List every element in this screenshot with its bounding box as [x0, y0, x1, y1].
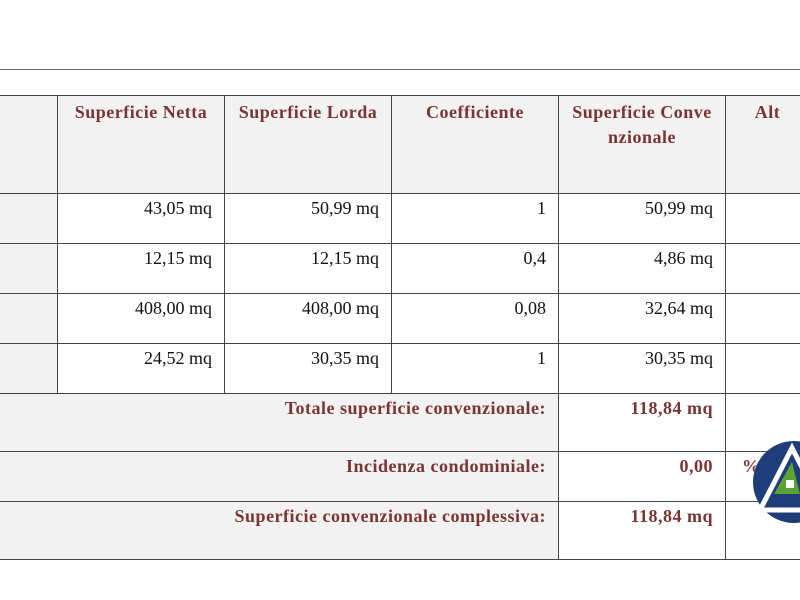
total-row: Incidenza condominiale: 0,00% — [0, 451, 800, 502]
total-row: Superficie convenzionale complessiva: 118… — [0, 501, 800, 560]
logo — [753, 441, 800, 523]
header-row: Superficie Netta Superficie Lorda Coeffici… — [0, 95, 800, 194]
data-cell: 1 — [391, 193, 559, 244]
logo-window — [786, 480, 794, 488]
data-cell — [725, 293, 800, 344]
data-cell: 0,08 — [391, 293, 559, 344]
data-row: 43,05 mq 50,99 mq 1 50,99 mq — [0, 193, 800, 244]
data-cell: 12,15 mq — [224, 243, 392, 294]
total-value: 118,84 mq — [558, 393, 726, 452]
data-row: 408,00 mq 408,00 mq 0,08 32,64 mq — [0, 293, 800, 344]
surface-table: Superficie Netta Superficie Lorda Coeffici… — [0, 95, 800, 560]
row-label-cell — [0, 193, 58, 244]
header-cell: Superficie Lorda — [224, 95, 392, 194]
data-cell: 32,64 mq — [558, 293, 726, 344]
total-label: Incidenza condominiale: — [0, 451, 559, 502]
total-value: 0,00 — [558, 451, 726, 502]
data-cell: 30,35 mq — [558, 343, 726, 394]
data-cell — [725, 343, 800, 394]
separator-rule — [0, 69, 800, 70]
data-cell: 408,00 mq — [224, 293, 392, 344]
row-label-cell — [0, 293, 58, 344]
data-cell — [725, 243, 800, 294]
header-cell: Superficie Convenzionale — [558, 95, 726, 194]
total-value: 118,84 mq — [558, 501, 726, 560]
header-cell — [0, 95, 58, 194]
total-row: Totale superficie convenzionale: 118,84 m… — [0, 393, 800, 452]
row-label-cell — [0, 343, 58, 394]
data-cell: 408,00 mq — [57, 293, 225, 344]
data-cell: 50,99 mq — [558, 193, 726, 244]
data-cell — [725, 193, 800, 244]
data-cell: 12,15 mq — [57, 243, 225, 294]
header-cell: Coefficiente — [391, 95, 559, 194]
header-cell: Superficie Netta — [57, 95, 225, 194]
header-cell: Alt — [725, 95, 800, 194]
data-cell: 43,05 mq — [57, 193, 225, 244]
data-cell: 50,99 mq — [224, 193, 392, 244]
data-cell: 24,52 mq — [57, 343, 225, 394]
total-label: Superficie convenzionale complessiva: — [0, 501, 559, 560]
data-row: 24,52 mq 30,35 mq 1 30,35 mq — [0, 343, 800, 394]
data-cell: 1 — [391, 343, 559, 394]
data-cell: 30,35 mq — [224, 343, 392, 394]
logo-triangle — [755, 442, 800, 513]
total-label: Totale superficie convenzionale: — [0, 393, 559, 452]
data-cell: 0,4 — [391, 243, 559, 294]
data-row: 12,15 mq 12,15 mq 0,4 4,86 mq — [0, 243, 800, 294]
data-cell: 4,86 mq — [558, 243, 726, 294]
row-label-cell — [0, 243, 58, 294]
